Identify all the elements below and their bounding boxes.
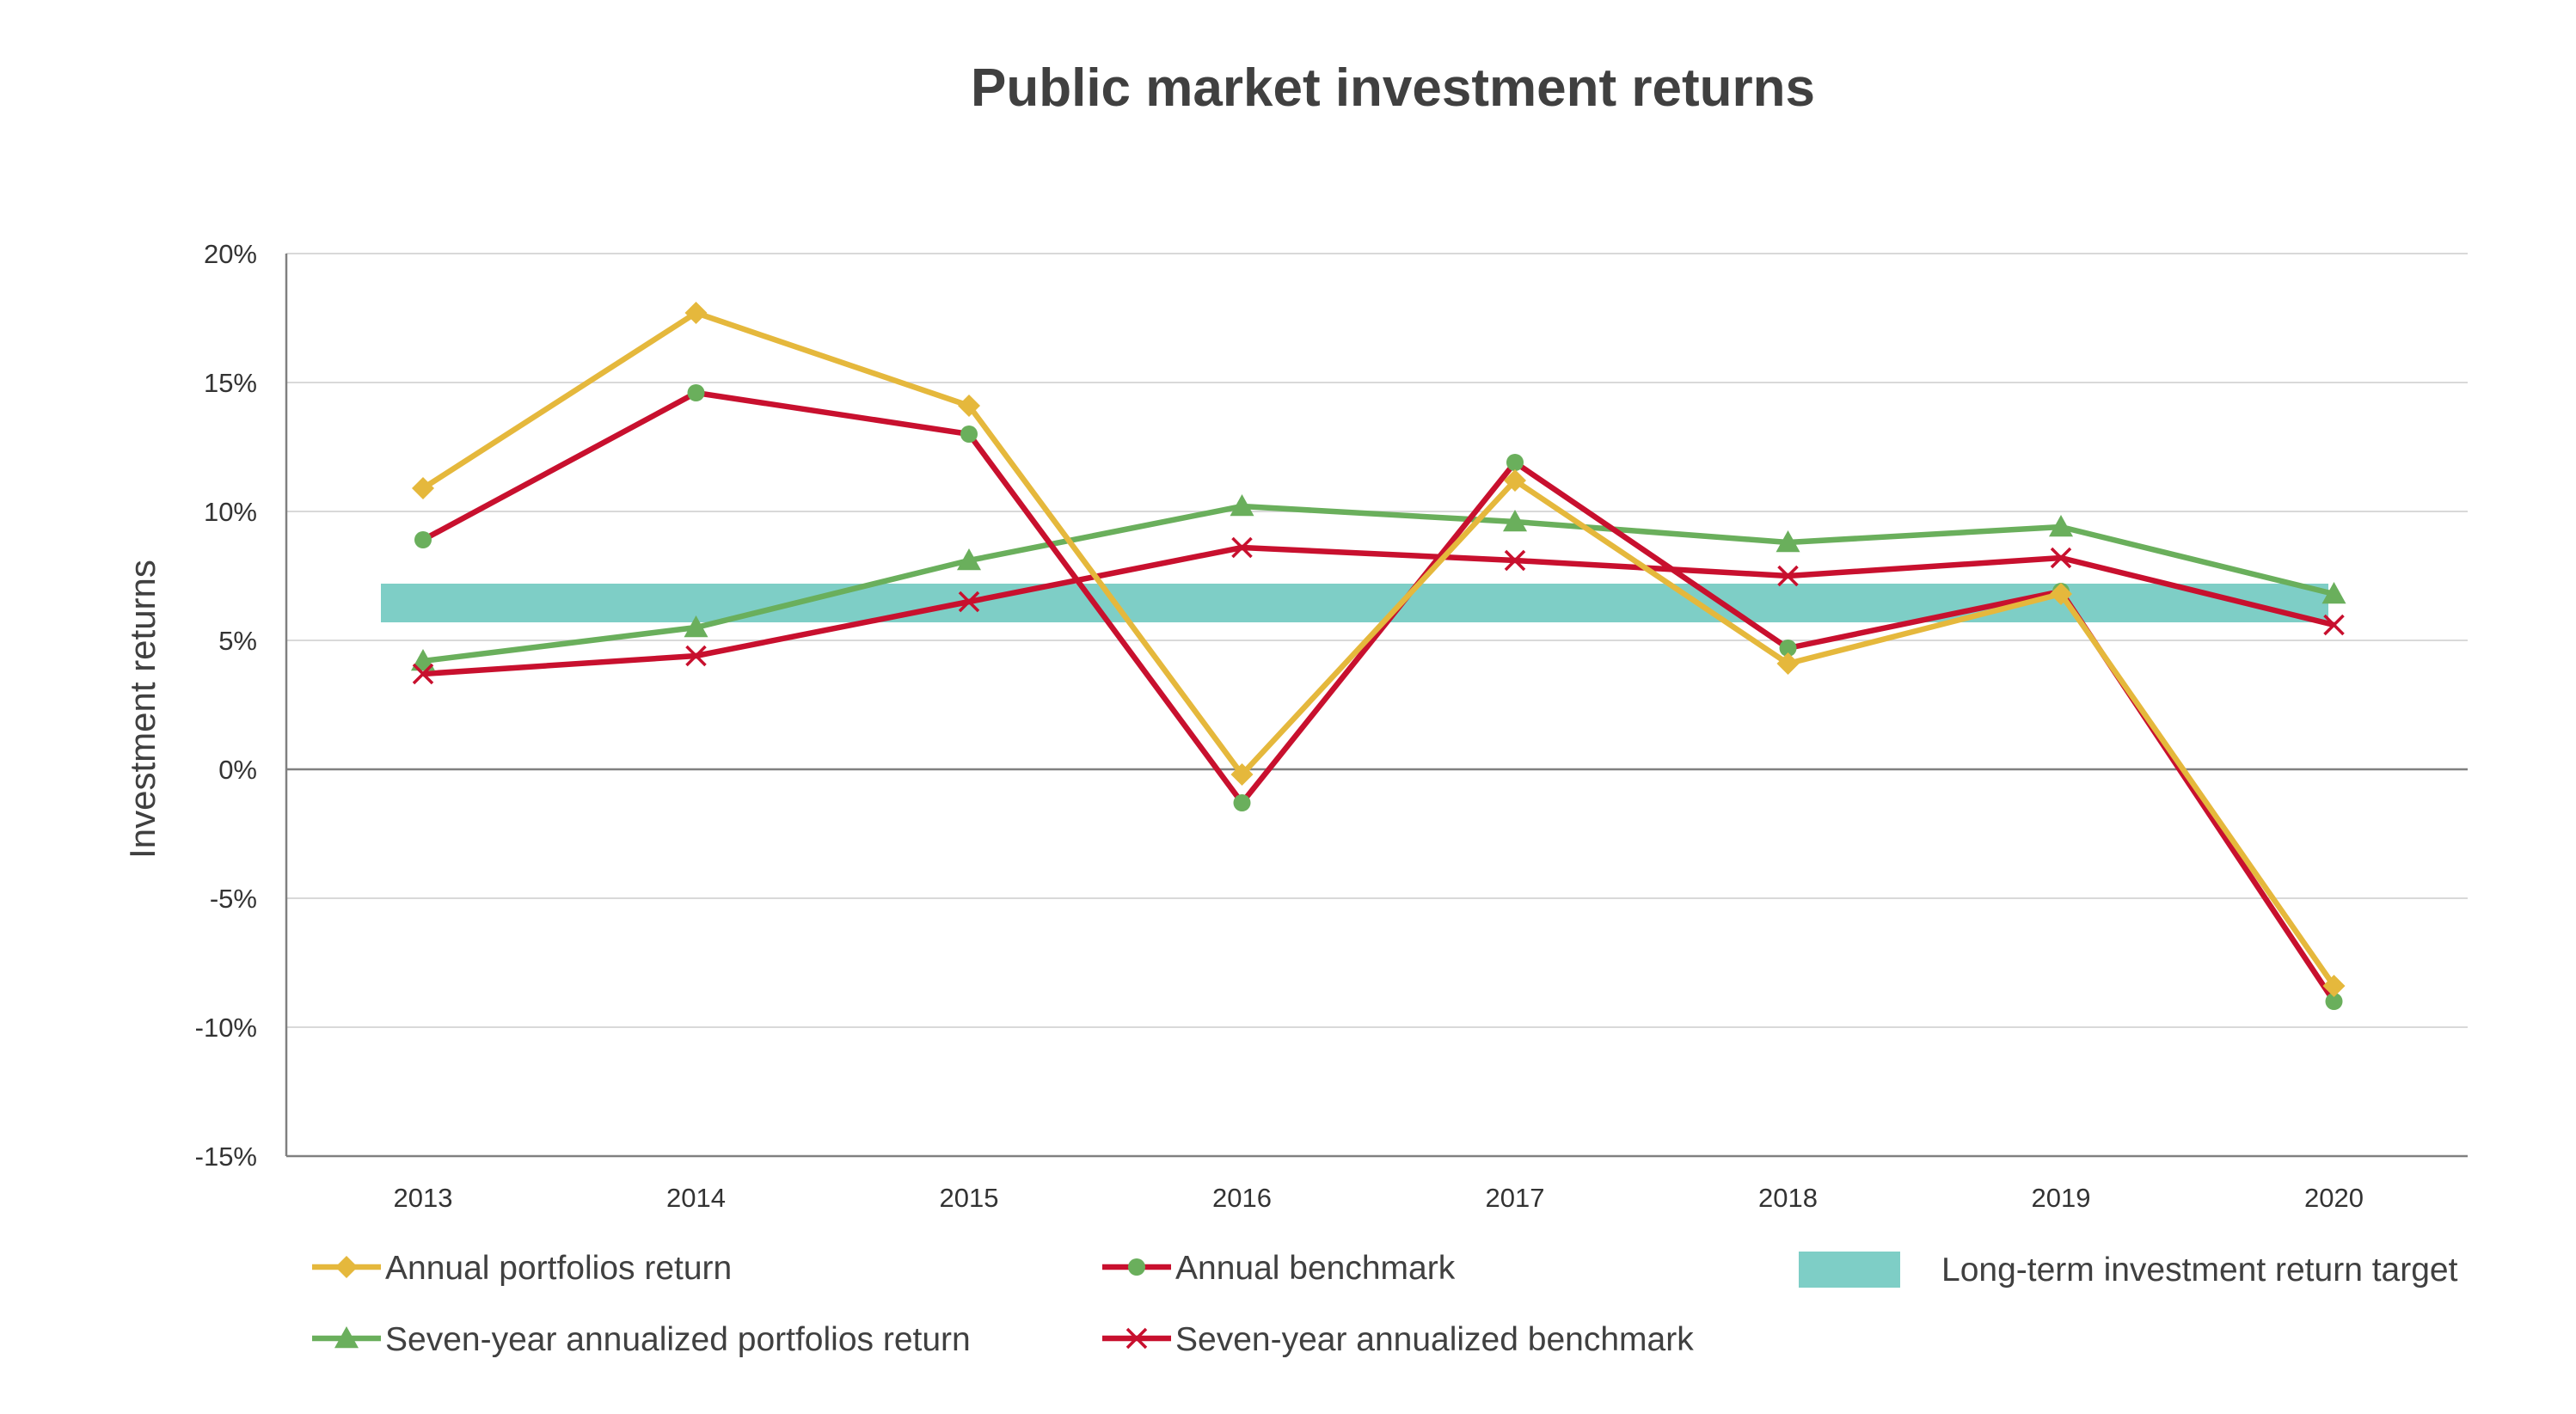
legend-marker	[1125, 1327, 1148, 1350]
data-point-annual-benchmark	[960, 425, 978, 443]
data-point-seven-year-annualized-portfolios-return	[1230, 494, 1254, 517]
x-tick-label: 2014	[666, 1183, 726, 1213]
y-axis-label: Investment returns	[122, 560, 163, 859]
data-point-annual-portfolios-return	[1776, 652, 1800, 675]
x-marker-stroke	[2050, 547, 2072, 569]
data-point-annual-portfolios-return	[2050, 583, 2072, 605]
data-point-seven-year-annualized-benchmark	[2323, 614, 2345, 636]
legend-marker	[335, 1256, 358, 1278]
y-tick-label: 15%	[204, 368, 257, 398]
data-point-seven-year-annualized-benchmark	[685, 645, 707, 667]
data-point-seven-year-annualized-benchmark	[2050, 547, 2072, 569]
legend-label: Annual portfolios return	[385, 1250, 732, 1287]
legend-marker	[334, 1326, 359, 1349]
data-point-seven-year-annualized-portfolios-return	[684, 615, 708, 638]
x-tick-label: 2016	[1212, 1183, 1272, 1213]
y-tick-label: 10%	[204, 497, 257, 527]
data-point-annual-portfolios-return	[2322, 975, 2346, 997]
x-tick-label: 2013	[394, 1183, 453, 1213]
data-point-annual-portfolios-return	[1504, 469, 1526, 492]
y-tick-label: 0%	[218, 755, 257, 785]
data-point-annual-benchmark	[1779, 640, 1797, 657]
chart-title: Public market investment returns	[971, 58, 1815, 118]
data-point-seven-year-annualized-benchmark	[1504, 549, 1526, 572]
data-point-annual-benchmark	[687, 384, 705, 401]
legend-label: Annual benchmark	[1175, 1250, 1456, 1287]
data-point-seven-year-annualized-portfolios-return	[1503, 510, 1527, 532]
data-point-seven-year-annualized-portfolios-return	[411, 649, 435, 671]
y-tick-label: -15%	[195, 1142, 257, 1172]
x-tick-label: 2015	[940, 1183, 999, 1213]
data-point-seven-year-annualized-portfolios-return	[1776, 530, 1800, 553]
x-marker-stroke	[2323, 614, 2345, 636]
legend-item-target-band: Long-term investment return target	[1799, 1252, 2458, 1289]
x-marker-stroke	[1125, 1327, 1148, 1350]
legend-item-annual-benchmark: Annual benchmark	[1102, 1250, 1456, 1287]
data-point-annual-benchmark	[1233, 794, 1251, 811]
x-marker-stroke	[1231, 536, 1253, 559]
data-point-annual-benchmark	[2325, 993, 2343, 1010]
y-tick-label: 20%	[204, 239, 257, 269]
y-tick-label: 5%	[218, 626, 257, 656]
series-markers	[411, 302, 2346, 1010]
data-point-annual-portfolios-return	[958, 395, 980, 417]
legend-label: Seven-year annualized portfolios return	[385, 1321, 971, 1358]
x-marker-stroke	[685, 645, 707, 667]
axes	[285, 254, 2468, 1158]
data-point-seven-year-annualized-portfolios-return	[2049, 515, 2073, 537]
data-point-seven-year-annualized-benchmark	[1231, 536, 1253, 559]
data-point-annual-portfolios-return	[412, 477, 434, 499]
x-marker-stroke	[1777, 565, 1799, 587]
data-point-annual-benchmark	[1506, 454, 1524, 471]
legend-label: Long-term investment return target	[1941, 1252, 2458, 1289]
series-line-seven-year-annualized-portfolios-return	[422, 503, 2335, 664]
legend-item-seven-year-annualized-benchmark: Seven-year annualized benchmark	[1102, 1321, 1694, 1358]
x-tick-label: 2019	[2032, 1183, 2091, 1213]
y-tick-label: -10%	[195, 1013, 257, 1043]
y-tick-label: -5%	[210, 884, 257, 914]
legend: Annual portfolios return Annual benchmark…	[312, 1250, 2458, 1358]
legend-marker	[1128, 1258, 1145, 1276]
x-tick-label: 2018	[1758, 1183, 1818, 1213]
legend-swatch	[1799, 1252, 1900, 1288]
x-tick-labels: 2013 2014 2015 2016 2017 2018 2019 2020	[394, 1183, 2364, 1213]
y-tick-labels: 20% 15% 10% 5% 0% -5% -10% -15%	[195, 239, 257, 1172]
x-tick-label: 2017	[1486, 1183, 1545, 1213]
series-line-seven-year-annualized-benchmark	[422, 544, 2335, 677]
legend-item-seven-year-annualized-portfolios-return: Seven-year annualized portfolios return	[312, 1321, 971, 1358]
data-point-seven-year-annualized-benchmark	[412, 663, 434, 685]
series-lines	[421, 309, 2337, 1003]
x-marker-stroke	[412, 663, 434, 685]
data-point-seven-year-annualized-portfolios-return	[2321, 582, 2346, 604]
legend-item-annual-portfolios-return: Annual portfolios return	[312, 1250, 732, 1287]
series-line-annual-portfolios-return	[421, 309, 2337, 988]
series-line-annual-benchmark	[421, 389, 2337, 1003]
data-point-seven-year-annualized-portfolios-return	[957, 548, 981, 571]
data-point-annual-portfolios-return	[684, 302, 708, 324]
data-point-annual-benchmark	[414, 531, 432, 548]
legend-label: Seven-year annualized benchmark	[1175, 1321, 1694, 1358]
x-marker-stroke	[1504, 549, 1526, 572]
x-marker-stroke	[958, 591, 980, 613]
data-point-seven-year-annualized-benchmark	[958, 591, 980, 613]
x-tick-label: 2020	[2304, 1183, 2364, 1213]
data-point-seven-year-annualized-benchmark	[1777, 565, 1799, 587]
data-point-annual-portfolios-return	[1230, 763, 1254, 786]
